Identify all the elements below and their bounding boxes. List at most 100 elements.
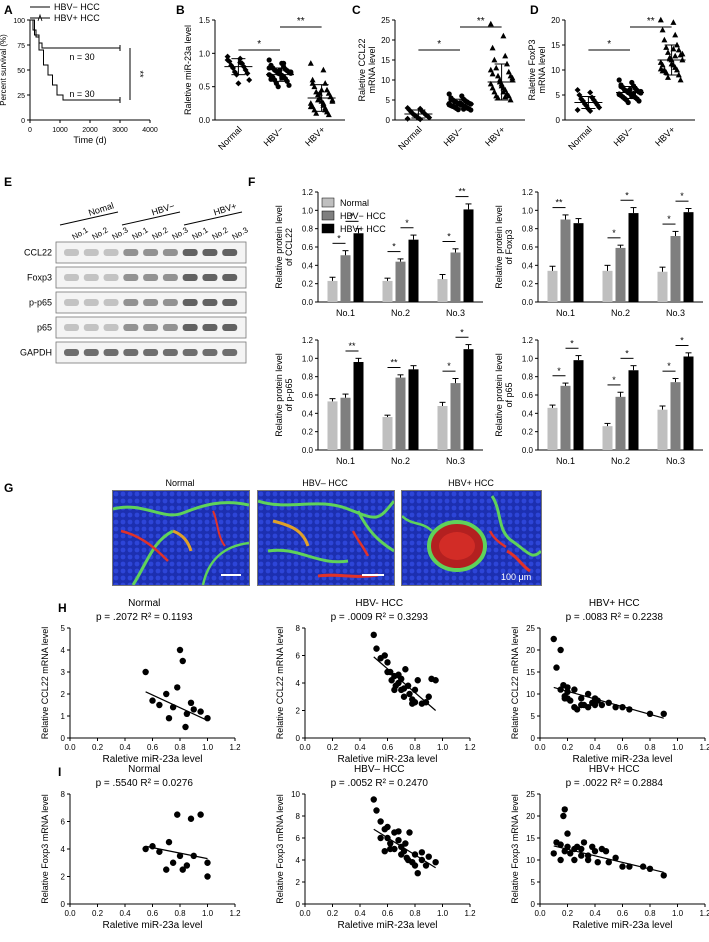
panelI-point bbox=[418, 849, 426, 856]
panelI-point bbox=[557, 841, 564, 848]
panelI-plot-title: Normal bbox=[128, 764, 160, 775]
panelI-1-ytick-label: 10 bbox=[291, 790, 300, 799]
panelI-ylabel: Relative Foxp3 mRNA level bbox=[40, 794, 50, 904]
panelH-plot-title: Normal bbox=[128, 598, 160, 609]
panelE-band bbox=[222, 324, 238, 331]
panelD-point-2 bbox=[675, 46, 682, 53]
panelI-point bbox=[432, 859, 439, 866]
panelH-1-xtick-label: 1.2 bbox=[464, 743, 476, 752]
panelF-3-ytick-label: 0.4 bbox=[522, 409, 534, 418]
panelD-point-2 bbox=[672, 31, 679, 38]
panelA-xtick-label: 0 bbox=[28, 127, 32, 134]
panelH-point bbox=[432, 677, 439, 684]
panelI-point bbox=[395, 828, 402, 835]
panelI-2-ytick-label: 20 bbox=[526, 812, 535, 821]
panelI-0-ytick-label: 6 bbox=[61, 818, 66, 827]
panelB-point-2 bbox=[320, 66, 327, 73]
panelA-legend-marker bbox=[37, 13, 43, 22]
panelD-ytick-label: 15 bbox=[551, 41, 560, 50]
panelH-0-xtick-label: 0.4 bbox=[119, 743, 131, 752]
panelE-blot-frame-p-p65 bbox=[55, 291, 247, 314]
panelF-sig: * bbox=[337, 233, 341, 243]
panelE-lane-label: No.2 bbox=[91, 225, 111, 242]
panelA-survival-line-hbv-pos bbox=[30, 19, 120, 101]
panelF-legend-swatch bbox=[321, 197, 335, 208]
panelB-ytick-label: 0.5 bbox=[199, 83, 211, 92]
panelI-2-xtick-label: 0.2 bbox=[562, 909, 574, 918]
panelC-point-2 bbox=[495, 94, 501, 101]
panelA-ytick-label: 0 bbox=[21, 118, 25, 125]
panelF-bar-normal bbox=[382, 417, 393, 450]
panelF-bar-hbv-neg bbox=[340, 255, 351, 302]
panelD-point-1 bbox=[631, 90, 637, 97]
panelC-point-2 bbox=[489, 84, 496, 91]
panelH-0-ytick-label: 5 bbox=[61, 624, 66, 633]
panelF-category-label: No.1 bbox=[336, 456, 355, 466]
panelB-ytick-label: 0.0 bbox=[199, 116, 211, 125]
panelD-point-1 bbox=[638, 88, 644, 95]
panelH-1-xtick-label: 0.6 bbox=[382, 743, 394, 752]
panelI-2-xtick-label: 1.2 bbox=[699, 909, 709, 918]
panelI-point bbox=[422, 862, 430, 869]
panelF-ylabel: Relative protein level bbox=[274, 205, 284, 289]
panelI-point bbox=[660, 872, 667, 879]
panelI-1-xtick-label: 1.0 bbox=[437, 909, 449, 918]
panelC-point-2 bbox=[505, 68, 512, 75]
panelB-sig: ** bbox=[297, 16, 305, 27]
panelA-n-label: n = 30 bbox=[69, 89, 94, 99]
panelF-1-ytick-label: 0.4 bbox=[522, 261, 534, 270]
panelH-point bbox=[400, 693, 408, 700]
panelF-sig: * bbox=[405, 218, 409, 228]
panelC-point-2 bbox=[507, 96, 514, 103]
panelH-point bbox=[402, 666, 409, 673]
panelF-bar-hbv-neg bbox=[615, 396, 626, 450]
panelE-lane-label: No.3 bbox=[171, 225, 191, 242]
micrograph-normal-art bbox=[113, 491, 249, 585]
panelH-point bbox=[584, 690, 592, 698]
panelD-ylabel: mRNA level bbox=[537, 46, 547, 93]
panelF-0-ytick-label: 0.2 bbox=[302, 280, 314, 289]
panelE-band bbox=[162, 274, 178, 281]
panelF-bar-hbv-neg bbox=[395, 377, 406, 450]
panelD-point-1 bbox=[616, 91, 622, 98]
panelI-0-xtick-label: 0.2 bbox=[92, 909, 104, 918]
panelH-0-ytick-label: 2 bbox=[61, 690, 66, 699]
panelF-ylabel: of CCL22 bbox=[284, 228, 294, 266]
panelB-point-2 bbox=[325, 111, 332, 118]
panelI-point bbox=[204, 873, 211, 880]
panelF-sig: * bbox=[667, 361, 671, 371]
panelE-band bbox=[123, 274, 139, 281]
panelI-2-ytick-label: 5 bbox=[531, 878, 536, 887]
panelE-lane-label: No.2 bbox=[151, 225, 171, 242]
panelF-legend-swatch bbox=[321, 210, 335, 221]
panelI-ylabel: Relative Foxp3 mRNA level bbox=[510, 794, 520, 904]
panelE-band bbox=[143, 249, 159, 256]
panelI-point bbox=[414, 870, 421, 877]
panelI-point bbox=[165, 838, 173, 846]
panelH-point bbox=[425, 693, 432, 700]
panelF-2-ytick-label: 1.0 bbox=[302, 354, 314, 363]
panelF-2-ytick-label: 0.2 bbox=[302, 428, 314, 437]
panelF-category-label: No.3 bbox=[666, 456, 685, 466]
panelH-point bbox=[561, 695, 568, 702]
panel-letter-h: H bbox=[58, 601, 67, 615]
panelC-ytick-label: 15 bbox=[381, 56, 390, 65]
panelF-legend-label: HBV− HCC bbox=[340, 211, 386, 221]
panel-letter-c: C bbox=[352, 3, 361, 17]
panelF-0-ytick-label: 1.0 bbox=[302, 206, 314, 215]
panelF-bar-normal bbox=[657, 271, 668, 302]
panelE-band bbox=[162, 349, 178, 356]
panelB-point-0 bbox=[224, 53, 231, 60]
panelB-point-2 bbox=[311, 83, 318, 90]
panelD-point-2 bbox=[665, 49, 671, 55]
micrograph-scale-label: 100 μm bbox=[501, 572, 532, 582]
panelF-3-ytick-label: 0.8 bbox=[522, 373, 534, 382]
panelI-point bbox=[403, 854, 410, 861]
panelF-1-ytick-label: 0.6 bbox=[522, 243, 534, 252]
panelE-band bbox=[83, 324, 99, 331]
panelF-category-label: No.1 bbox=[556, 308, 575, 318]
panelE-band bbox=[83, 274, 99, 281]
panelF-1-ytick-label: 1.0 bbox=[522, 206, 534, 215]
panelH-0-xtick-label: 1.0 bbox=[202, 743, 214, 752]
panelH-plot-title: HBV- HCC bbox=[355, 598, 403, 609]
